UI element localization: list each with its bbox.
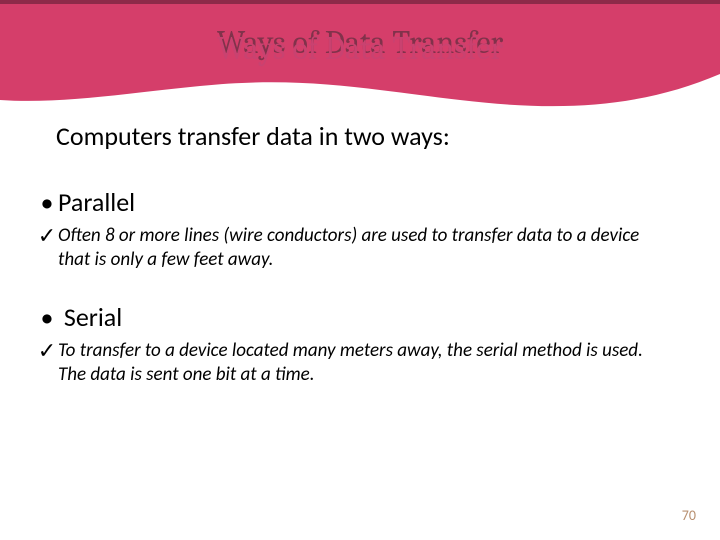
bullet-icon: • — [36, 188, 58, 217]
desc-row-serial: ✓ To transfer to a device located many m… — [50, 339, 670, 385]
bullet-icon: • — [36, 303, 58, 332]
check-icon: ✓ — [36, 224, 58, 248]
content-area: Computers transfer data in two ways: •Pa… — [50, 122, 670, 386]
desc-row-parallel: ✓ Often 8 or more lines (wire conductors… — [50, 224, 670, 270]
desc-serial: To transfer to a device located many met… — [58, 339, 670, 385]
section-label-serial: Serial — [64, 301, 122, 333]
section-serial: • Serial — [36, 303, 670, 332]
section-label-parallel: Parallel — [58, 186, 135, 218]
slide-title: Ways of Data Transfer Ways of Data Trans… — [0, 30, 720, 67]
check-icon: ✓ — [36, 339, 58, 363]
slide-title-main: Ways of Data Transfer — [0, 30, 720, 67]
section-parallel: •Parallel — [36, 188, 670, 217]
intro-text: Computers transfer data in two ways: — [56, 122, 670, 152]
page-number: 70 — [682, 507, 696, 524]
desc-parallel: Often 8 or more lines (wire conductors) … — [58, 224, 670, 270]
